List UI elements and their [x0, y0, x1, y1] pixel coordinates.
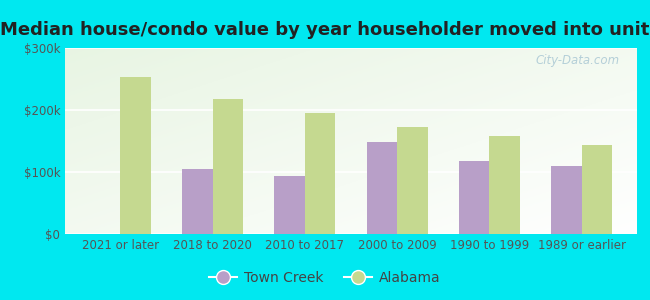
Text: Median house/condo value by year householder moved into unit: Median house/condo value by year househo… — [0, 21, 650, 39]
Bar — [182, 169, 213, 234]
Bar — [489, 136, 520, 234]
Bar — [367, 142, 397, 234]
Bar — [582, 145, 612, 234]
Bar — [551, 166, 582, 234]
Bar — [120, 77, 151, 234]
Bar — [274, 176, 305, 234]
Bar — [397, 127, 428, 234]
Legend: Town Creek, Alabama: Town Creek, Alabama — [203, 265, 447, 290]
Bar — [459, 161, 489, 234]
Text: City-Data.com: City-Data.com — [536, 54, 620, 67]
Bar — [213, 99, 243, 234]
Bar — [305, 113, 335, 234]
